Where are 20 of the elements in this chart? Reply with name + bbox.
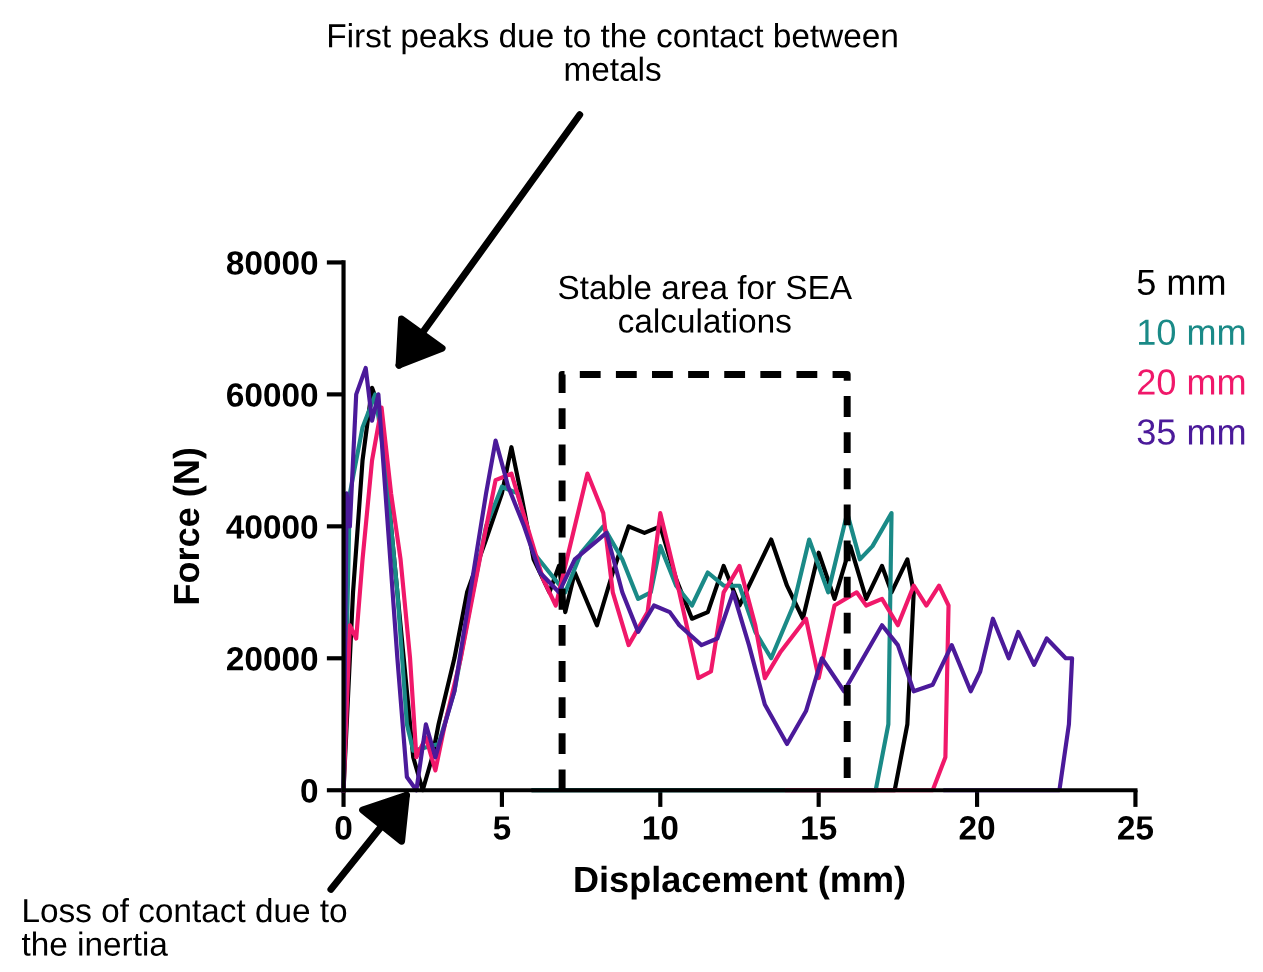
x-tick-label: 20 [959,816,995,840]
annotation: Stable area for SEA calculations [558,274,852,333]
text: 10 mm [1139,319,1245,345]
y-tick-label: 20000 [227,647,318,671]
y-axis-title: Force (N) [172,448,207,604]
x-axis-title: Displacement (mm) [575,865,905,900]
x-tick-label: 0 [335,816,352,840]
y-tick-label: 80000 [226,251,318,275]
y-tick-label: 0 [301,779,318,803]
text: Loss of contact due to the inertia [21,897,347,956]
text: 5 mm [1137,269,1225,296]
text: 20 mm [1138,369,1245,395]
text: 35 mm [1137,419,1245,445]
y-tick-label: 40000 [226,515,318,539]
y-tick-label: 60000 [227,383,318,407]
x-tick-label: 10 [643,816,678,840]
x-tick-label: 15 [802,816,837,840]
x-tick-label: 5 [493,816,511,840]
x-tick-label: 25 [1118,816,1154,840]
text: First peaks due to the contact between metals [329,23,897,82]
